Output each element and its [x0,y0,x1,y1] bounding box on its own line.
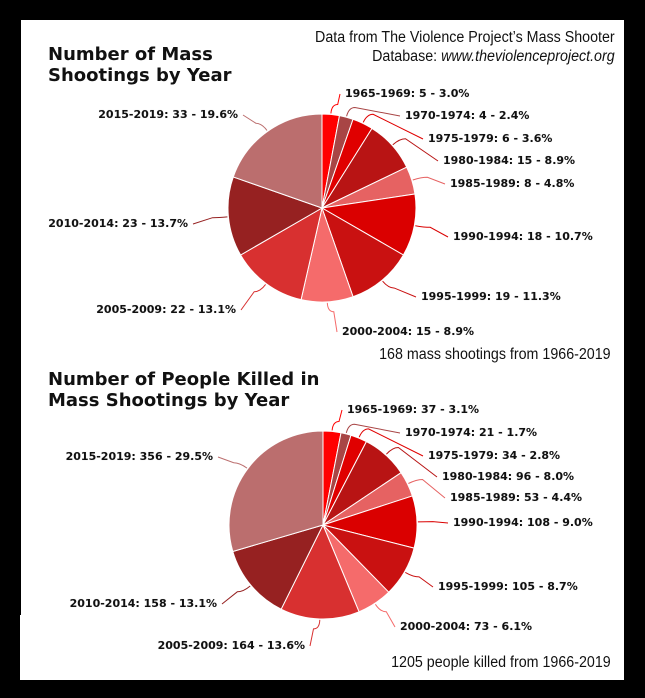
pie-slice-2005-2009 [239,206,323,301]
pie-slice-1995-1999 [321,206,405,298]
leader-line-2000-2004 [374,604,396,628]
panel-edge [20,615,24,680]
chart-2-total-note: 1205 people killed from 1966-2019 [391,654,611,671]
source-line-1: Data from The Violence Project’s Mass Sh… [315,29,615,46]
slice-label-1995-1999: 1995-1999: 19 - 11.3% [421,290,561,303]
leader-line-1995-1999 [382,280,417,298]
pie-slice-2010-2014 [232,524,324,610]
leader-line-2000-2004 [326,302,338,333]
pie-slice-2005-2009 [280,523,360,620]
leader-line-1980-1984 [392,138,439,162]
slice-label-1980-1984: 1980-1984: 15 - 8.9% [443,154,576,167]
slice-label-1975-1979: 1975-1979: 34 - 2.8% [428,449,561,462]
source-line-2: Database: www.theviolenceproject.org [315,47,615,66]
slice-label-2005-2009: 2005-2009: 22 - 13.1% [96,303,236,316]
leader-line-2005-2009 [240,284,267,311]
chart-1-total-note: 168 mass shootings from 1966-2019 [379,346,611,363]
pie-slice-2010-2014 [227,176,324,256]
slice-label-2000-2004: 2000-2004: 73 - 6.1% [400,620,533,633]
leader-line-1965-1969 [331,409,343,431]
data-source-note: Data from The Violence Project’s Mass Sh… [315,28,615,66]
slice-label-1980-1984: 1980-1984: 96 - 8.0% [442,470,575,483]
chart-1-title-line-1: Number of Mass [48,44,213,65]
chart-1-title-line-2: Shootings by Year [48,65,232,86]
slice-label-1965-1969: 1965-1969: 5 - 3.0% [345,87,470,100]
leader-line-2010-2014 [192,216,228,225]
pie-slice-2015-2019 [228,430,324,553]
leader-line-2015-2019 [242,114,268,131]
leader-line-1990-1994 [417,521,449,524]
chart-1-title: Number of Mass Shootings by Year [48,44,231,86]
slice-label-1970-1974: 1970-1974: 21 - 1.7% [405,426,538,439]
chart-2-title-line-1: Number of People Killed in [48,369,320,390]
source-url: www.theviolenceproject.org [441,48,615,65]
leader-line-2005-2009 [309,619,321,647]
slice-label-1990-1994: 1990-1994: 18 - 10.7% [453,230,593,243]
leader-line-1985-1989 [408,478,446,499]
slice-label-2010-2014: 2010-2014: 158 - 13.1% [69,597,217,610]
leader-line-1990-1994 [415,225,449,238]
slice-label-2010-2014: 2010-2014: 23 - 13.7% [48,217,188,230]
leader-line-2015-2019 [217,456,248,469]
slice-label-2000-2004: 2000-2004: 15 - 8.9% [342,325,475,338]
slice-label-1990-1994: 1990-1994: 108 - 9.0% [453,516,593,529]
leader-line-1995-1999 [405,571,434,588]
leader-line-1975-1979 [362,113,424,140]
slice-label-1985-1989: 1985-1989: 53 - 4.4% [450,491,583,504]
slice-label-2005-2009: 2005-2009: 164 - 13.6% [157,639,305,652]
slice-label-1995-1999: 1995-1999: 105 - 8.7% [438,580,578,593]
slice-label-2015-2019: 2015-2019: 356 - 29.5% [65,450,213,463]
leader-line-2010-2014 [221,585,251,605]
pie-slice-2015-2019 [232,113,323,209]
slice-label-1985-1989: 1985-1989: 8 - 4.8% [450,177,575,190]
leader-line-1980-1984 [386,446,438,478]
slice-label-1970-1974: 1970-1974: 4 - 2.4% [405,109,530,122]
slice-label-1975-1979: 1975-1979: 6 - 3.6% [428,132,553,145]
leader-line-1975-1979 [358,428,424,457]
leader-line-1970-1974 [346,106,401,117]
chart-2-title: Number of People Killed in Mass Shooting… [48,369,319,411]
slice-label-2015-2019: 2015-2019: 33 - 19.6% [98,108,238,121]
chart-2-title-line-2: Mass Shootings by Year [48,390,290,411]
leader-line-1985-1989 [412,176,446,185]
leader-line-1970-1974 [345,423,401,434]
leader-line-1965-1969 [330,93,341,114]
source-prefix: Database: [372,48,442,65]
slice-label-1965-1969: 1965-1969: 37 - 3.1% [347,403,480,416]
